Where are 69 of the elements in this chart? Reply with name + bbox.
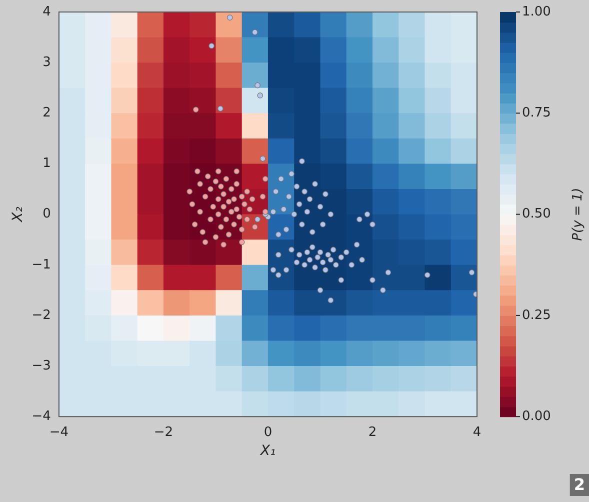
color-bar-label: 0.50 <box>522 206 551 222</box>
point <box>208 186 214 192</box>
point <box>238 194 245 200</box>
y-tick-label: 0 <box>42 206 51 222</box>
point <box>223 176 230 182</box>
point <box>218 184 224 190</box>
y-tick-label: −2 <box>32 308 51 323</box>
point <box>220 191 226 197</box>
point <box>186 188 192 194</box>
point <box>231 196 237 202</box>
x-tick-label: −2 <box>154 424 174 440</box>
y-tick-label: 2 <box>42 106 51 121</box>
y-tick-label: 1 <box>42 156 51 172</box>
point <box>192 106 199 113</box>
point <box>244 216 250 222</box>
point <box>220 242 226 248</box>
point <box>189 201 196 208</box>
point <box>212 234 219 240</box>
point <box>238 239 245 246</box>
point <box>236 214 242 220</box>
point <box>210 204 216 210</box>
point <box>249 196 256 202</box>
point <box>223 216 230 222</box>
point <box>234 181 240 187</box>
y-tick-label: −4 <box>32 408 51 424</box>
x-tick-label: 4 <box>472 424 482 440</box>
y-tick-label: −3 <box>32 358 51 374</box>
point <box>238 226 245 232</box>
point <box>252 224 258 230</box>
color-bar-label: 0.25 <box>522 308 551 323</box>
point <box>228 208 234 215</box>
point <box>234 206 240 212</box>
point <box>208 216 214 222</box>
point <box>202 239 208 246</box>
point <box>218 224 224 230</box>
point <box>212 178 219 184</box>
point <box>226 232 232 238</box>
y-tick-label: −1 <box>32 257 51 272</box>
point <box>192 222 198 228</box>
point <box>215 211 222 218</box>
point <box>215 196 222 202</box>
point <box>200 229 206 235</box>
color-bar-title: P(y = 1) <box>570 188 586 241</box>
y-axis-title: X₂ <box>10 206 26 223</box>
point <box>204 173 211 180</box>
point <box>228 186 234 192</box>
x-tick-label: 2 <box>368 424 377 440</box>
color-bar-label: 0.75 <box>522 106 551 121</box>
point <box>262 208 268 215</box>
point <box>242 201 248 208</box>
text: 2 <box>574 475 585 494</box>
point <box>231 222 237 228</box>
x-axis-title: X₁ <box>259 443 276 460</box>
point <box>215 168 222 174</box>
point <box>194 168 200 174</box>
point <box>262 176 268 182</box>
point <box>260 194 266 200</box>
color-bar-label: 1.00 <box>522 4 551 20</box>
point <box>197 208 203 215</box>
color-bar-label: 0.00 <box>522 408 551 424</box>
y-tick-label: 4 <box>42 4 51 20</box>
x-tick-label: 0 <box>264 424 272 440</box>
point <box>197 181 203 187</box>
point <box>234 168 240 174</box>
y-tick-label: 3 <box>42 54 51 70</box>
point <box>244 188 250 194</box>
point <box>246 206 253 212</box>
point <box>202 194 208 200</box>
point <box>220 204 226 210</box>
